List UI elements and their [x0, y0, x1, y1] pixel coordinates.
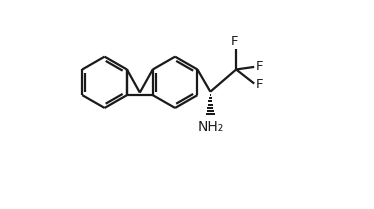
Text: F: F — [256, 78, 264, 91]
Text: F: F — [256, 60, 264, 73]
Text: F: F — [230, 35, 238, 48]
Text: NH₂: NH₂ — [197, 120, 224, 134]
